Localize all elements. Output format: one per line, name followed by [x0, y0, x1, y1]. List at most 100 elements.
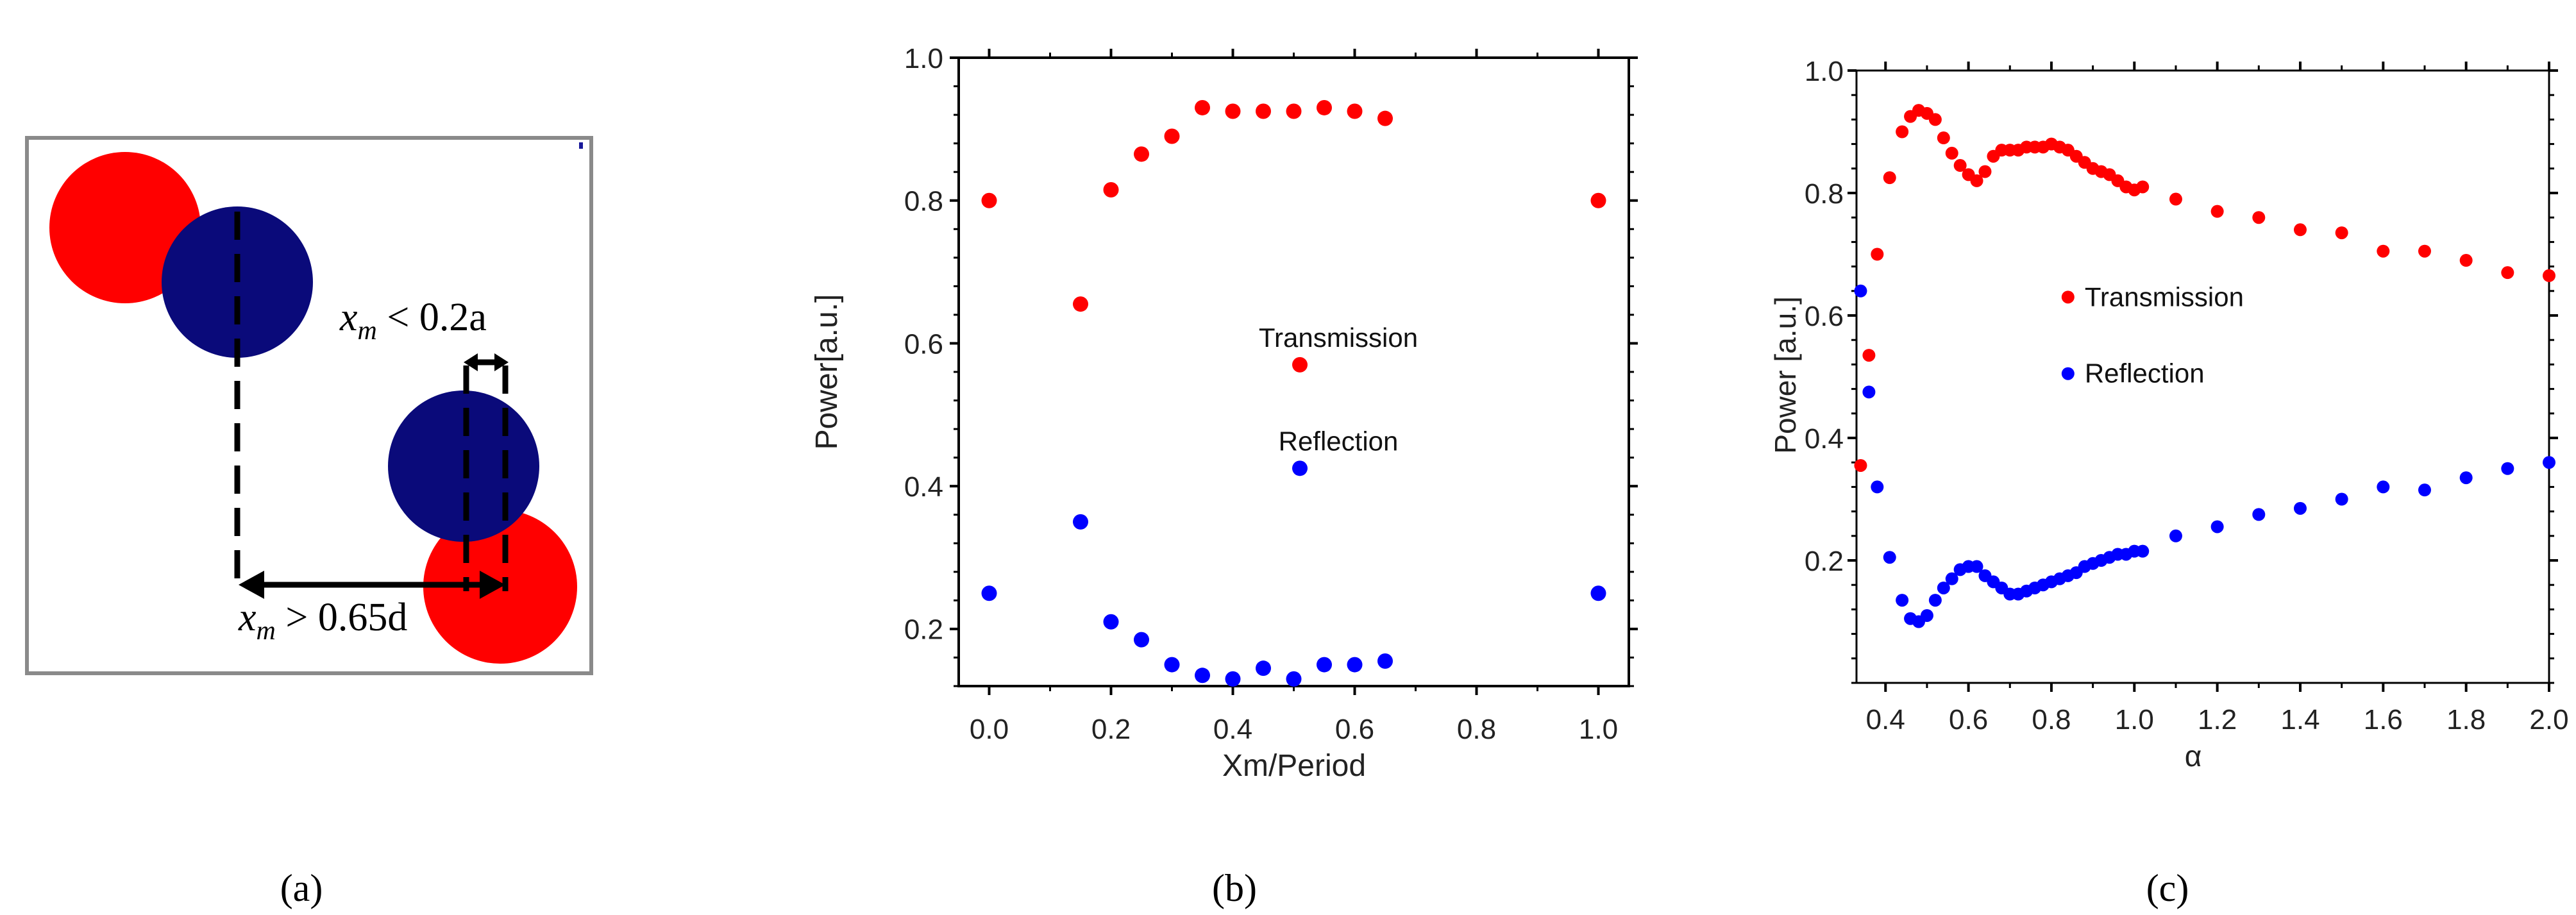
reflection-point — [1590, 585, 1606, 601]
chart-b-points — [981, 99, 1606, 687]
y-tick-label: 0.4 — [1805, 423, 1844, 455]
y-tick-label: 0.6 — [904, 328, 943, 360]
x-tick-label: 0.6 — [1949, 704, 1988, 735]
reflection-point — [1286, 671, 1302, 687]
reflection-point — [2377, 480, 2390, 494]
transmission-point — [2459, 254, 2473, 267]
legend-marker-reflection — [1292, 460, 1308, 476]
transmission-point — [1103, 182, 1119, 198]
y-tick-label: 0.6 — [1805, 301, 1844, 332]
x-tick-label: 1.8 — [2446, 704, 2486, 735]
reflection-point — [1928, 594, 1942, 607]
reflection-point — [1347, 657, 1363, 673]
x-tick-label: 1.0 — [1579, 714, 1618, 745]
reflection-point — [2459, 471, 2473, 485]
transmission-point — [2543, 269, 2555, 282]
panel-label-a: (a) — [280, 867, 323, 909]
transmission-point — [2501, 266, 2514, 280]
small-arrow-head-left — [464, 353, 478, 371]
reflection-point — [1317, 657, 1332, 673]
reflection-point — [2335, 492, 2348, 506]
label-xm-small: xm < 0.2a — [339, 296, 487, 346]
transmission-point — [2293, 223, 2307, 237]
reflection-point — [1103, 614, 1119, 630]
reflection-point — [2169, 529, 2182, 542]
legend-label-transmission: Transmission — [1259, 323, 1418, 353]
reflection-point — [1854, 284, 1867, 298]
chart-c-ticks: 0.4 0.6 0.8 1.0 1.2 1.4 1.6 1.8 2.0 0.2 0.4 0.6 0.8 1… — [1805, 56, 2569, 735]
reflection-point — [1195, 667, 1210, 684]
y-tick-label: 1.0 — [904, 43, 943, 74]
transmission-point — [1945, 146, 1958, 160]
transmission-point — [1896, 125, 1909, 139]
transmission-point — [1978, 165, 1992, 178]
transmission-point — [1937, 131, 1950, 145]
reflection-point — [981, 585, 997, 601]
transmission-point — [1073, 296, 1088, 312]
transmission-point — [1854, 458, 1867, 472]
large-arrow-head-left — [239, 571, 264, 599]
panel-label-c: (c) — [2146, 867, 2189, 909]
transmission-point — [1286, 103, 1302, 119]
transmission-point — [1195, 99, 1210, 115]
x-tick-label: 0.4 — [1213, 714, 1252, 745]
reflection-point — [1937, 581, 1950, 594]
chart-c-points — [1854, 104, 2555, 628]
x-tick-label: 1.2 — [2198, 704, 2237, 735]
transmission-point — [2136, 180, 2150, 194]
chart-b: 0.0 0.2 0.4 0.6 0.8 1.0 0.2 0.4 0.6 0.8 1.0 Transm… — [810, 43, 1638, 783]
chart-b-ticks: 0.0 0.2 0.4 0.6 0.8 1.0 0.2 0.4 0.6 0.8 1.0 — [904, 43, 1638, 745]
corner-mark — [579, 142, 583, 149]
transmission-point — [2252, 211, 2266, 224]
transmission-point — [1164, 128, 1180, 144]
transmission-point — [1970, 174, 1983, 187]
reflection-point — [2252, 508, 2266, 521]
reflection-point — [2136, 544, 2150, 558]
panel-label-b: (b) — [1212, 867, 1257, 909]
transmission-point — [2377, 244, 2390, 258]
reflection-point — [1256, 660, 1271, 676]
x-tick-label: 0.4 — [1866, 704, 1905, 735]
x-tick-label: 1.4 — [2280, 704, 2319, 735]
legend-label-transmission: Transmission — [2085, 281, 2244, 312]
chart-c-xlabel: α — [2185, 739, 2202, 773]
chart-b-plot-frame — [957, 56, 1630, 687]
x-tick-label: 0.6 — [1335, 714, 1374, 745]
reflection-point — [1970, 560, 1983, 573]
legend-marker-transmission — [1292, 357, 1308, 373]
reflection-point — [1871, 480, 1884, 494]
reflection-point — [1225, 671, 1241, 687]
x-tick-label: 1.6 — [2364, 704, 2403, 735]
chart-b-xlabel: Xm/Period — [1222, 749, 1366, 783]
label-xm-large: xm > 0.65d — [238, 596, 407, 646]
reflection-point — [1883, 551, 1896, 564]
transmission-point — [1317, 99, 1332, 115]
x-tick-label: 0.8 — [2032, 704, 2071, 735]
chart-c-legend: Transmission Reflection — [2061, 281, 2244, 389]
y-tick-label: 0.8 — [1805, 178, 1844, 210]
transmission-point — [1256, 103, 1271, 119]
transmission-point — [2418, 244, 2431, 258]
reflection-point — [1073, 514, 1088, 530]
y-tick-label: 0.2 — [904, 614, 943, 646]
transmission-point — [1134, 146, 1149, 162]
reflection-point — [1945, 572, 1958, 585]
legend-marker-reflection — [2061, 367, 2075, 380]
y-tick-label: 1.0 — [1805, 56, 1844, 87]
transmission-point — [1377, 110, 1393, 126]
reflection-point — [2543, 456, 2555, 469]
chart-b-legend: Transmission Reflection — [1259, 323, 1418, 476]
large-arrow-head-right — [480, 571, 505, 599]
x-tick-label: 2.0 — [2529, 704, 2568, 735]
transmission-point — [2169, 192, 2182, 206]
reflection-point — [2210, 520, 2224, 533]
transmission-point — [1225, 103, 1241, 119]
transmission-point — [1871, 248, 1884, 261]
reflection-point — [1377, 653, 1393, 669]
transmission-point — [1953, 159, 1967, 172]
x-tick-label: 0.8 — [1457, 714, 1496, 745]
reflection-point — [2293, 501, 2307, 515]
reflection-point — [1164, 657, 1180, 673]
red-cylinder-top — [49, 152, 201, 303]
